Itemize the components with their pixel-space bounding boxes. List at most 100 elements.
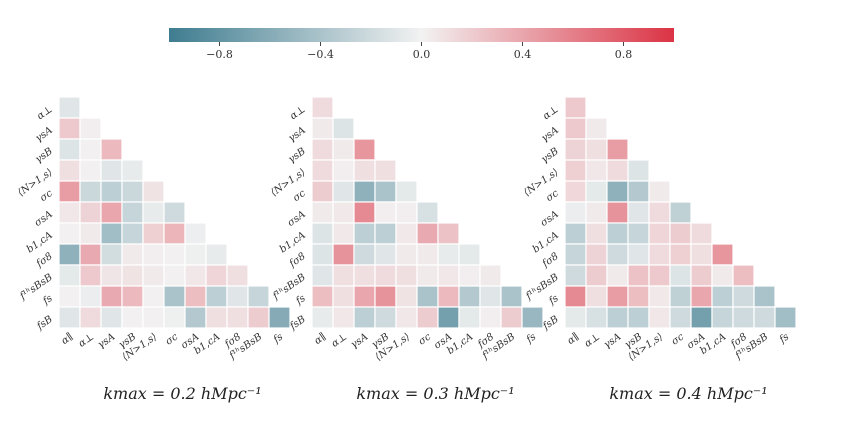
heatmap-cell	[353, 243, 376, 266]
heatmap-cell	[332, 201, 355, 224]
heatmap-cell	[226, 264, 249, 287]
heatmap-cell	[627, 264, 650, 287]
heatmap-cell	[416, 222, 439, 245]
heatmap-cell	[79, 138, 102, 161]
column-label: γsA	[602, 331, 623, 351]
heatmap-cell	[437, 306, 460, 329]
heatmap-cell	[395, 243, 418, 266]
colorbar-tick-label: −0.4	[307, 48, 334, 61]
heatmap-cell	[142, 201, 165, 224]
heatmap-cell	[500, 306, 523, 329]
heatmap-cell	[184, 306, 207, 329]
heatmap-cell	[753, 285, 776, 308]
heatmap-cell	[100, 285, 123, 308]
heatmap-cell	[332, 180, 355, 203]
heatmap-cell	[100, 306, 123, 329]
heatmap-cell	[690, 306, 713, 329]
heatmap-cell	[311, 117, 334, 140]
heatmap-cell	[564, 138, 587, 161]
heatmap-cell	[58, 243, 81, 266]
column-label: α⊥	[330, 331, 350, 349]
column-label: γsA	[96, 331, 117, 351]
heatmap-cell	[606, 285, 629, 308]
heatmap-cell	[585, 159, 608, 182]
heatmap-cell	[627, 285, 650, 308]
heatmap-cell	[627, 159, 650, 182]
heatmap-cell	[732, 285, 755, 308]
heatmap-panel-2: α⊥γsAγsB⟨N>1,s⟩σcσsAb1,cAfσ8f¹ʰsBsBfsfsB…	[269, 96, 544, 403]
heatmap-cell	[585, 201, 608, 224]
heatmap-cell	[332, 222, 355, 245]
heatmap-cell	[100, 180, 123, 203]
heatmap-cell	[163, 201, 186, 224]
heatmap-cell	[479, 306, 502, 329]
heatmap-cell	[247, 285, 270, 308]
column-label: σc	[417, 331, 434, 347]
heatmap-cell	[58, 306, 81, 329]
heatmap-cell	[184, 222, 207, 245]
heatmap-cell	[606, 306, 629, 329]
heatmap-cell	[58, 96, 81, 119]
heatmap-cell	[205, 264, 228, 287]
heatmap-cell	[395, 222, 418, 245]
heatmap-cell	[521, 306, 544, 329]
heatmap-cell	[184, 264, 207, 287]
heatmap-cell	[311, 285, 334, 308]
row-label: γsA	[33, 125, 54, 145]
heatmap-cell	[79, 159, 102, 182]
heatmap-cell	[121, 264, 144, 287]
heatmap-cell	[374, 159, 397, 182]
heatmap-cell	[311, 180, 334, 203]
heatmap-cell	[353, 264, 376, 287]
heatmap-cell	[163, 243, 186, 266]
heatmap-cell	[416, 264, 439, 287]
colorbar-tick-label: 0.0	[413, 48, 431, 61]
heatmap-cell	[564, 96, 587, 119]
row-label: b1,cA	[278, 230, 308, 256]
heatmap-cell	[142, 285, 165, 308]
row-label: γsA	[539, 125, 560, 145]
row-label: σsA	[539, 209, 561, 229]
heatmap-cell	[100, 201, 123, 224]
panel-title: kmax = 0.2 hMpc⁻¹	[103, 384, 261, 403]
row-label: γsB	[286, 146, 307, 166]
heatmap-cell	[395, 201, 418, 224]
heatmap-cell	[648, 243, 671, 266]
heatmap-cell	[648, 306, 671, 329]
heatmap-cell	[353, 306, 376, 329]
heatmap-cell	[585, 264, 608, 287]
row-label: fσ8	[540, 251, 561, 270]
heatmap-cell	[648, 285, 671, 308]
heatmap-cell	[732, 264, 755, 287]
heatmap-cell	[332, 159, 355, 182]
heatmap-cell	[374, 285, 397, 308]
row-label: σc	[291, 188, 308, 204]
heatmap-cell	[437, 285, 460, 308]
heatmap-cell	[606, 243, 629, 266]
heatmap-cell	[79, 264, 102, 287]
heatmap-cell	[669, 201, 692, 224]
heatmap-cell	[564, 222, 587, 245]
heatmap-cell	[458, 285, 481, 308]
heatmap-cell	[690, 264, 713, 287]
heatmap-cell	[311, 201, 334, 224]
heatmap-cell	[58, 264, 81, 287]
heatmap-cell	[58, 159, 81, 182]
row-label: b1,cA	[531, 230, 561, 256]
heatmap-cell	[121, 201, 144, 224]
row-label: α⊥	[541, 104, 561, 122]
heatmap-cell	[564, 264, 587, 287]
heatmap-cell	[121, 159, 144, 182]
heatmap-cell	[100, 222, 123, 245]
heatmap-cell	[163, 306, 186, 329]
heatmap-cell	[205, 243, 228, 266]
heatmap-cell	[58, 201, 81, 224]
column-label: fs	[271, 331, 285, 346]
heatmap-panel-3: α⊥γsAγsB⟨N>1,s⟩σcσsAb1,cAfσ8f¹ʰsBsBfsfsB…	[522, 96, 797, 403]
row-label: b1,cA	[25, 230, 55, 256]
heatmap-cell	[416, 243, 439, 266]
column-label: σc	[164, 331, 181, 347]
heatmap-cell	[353, 201, 376, 224]
row-label: fs	[293, 293, 307, 308]
